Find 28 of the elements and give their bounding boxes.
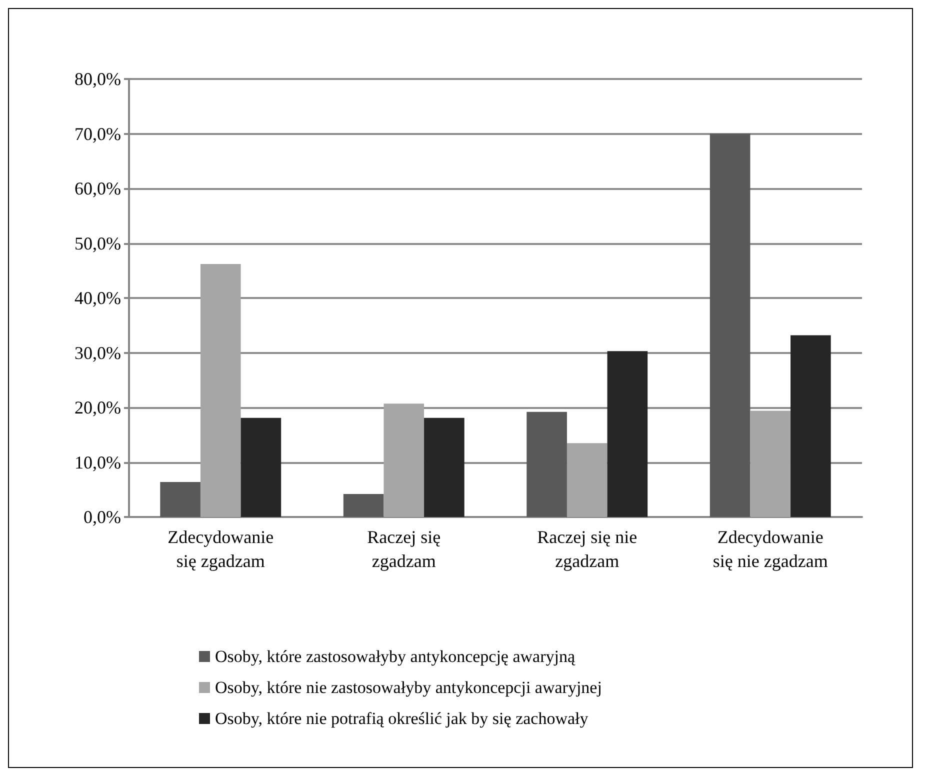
legend-label: Osoby, które zastosowałyby antykoncepcję awaryjną: [215, 647, 576, 666]
x-tick-label: Raczej się zgadzam: [367, 527, 441, 571]
x-tick-label: Raczej się nie zgadzam: [537, 527, 638, 571]
bar: [200, 264, 241, 517]
bar: [240, 418, 282, 517]
y-tick-label: 40,0%: [74, 288, 121, 308]
y-tick-label: 0,0%: [84, 507, 121, 527]
x-tick-label: Zdecydowanie się nie zgadzam: [712, 527, 828, 571]
bar: [384, 404, 424, 517]
y-tick-label: 80,0%: [74, 69, 121, 89]
y-tick-label: 10,0%: [74, 452, 121, 472]
bar: [750, 410, 791, 517]
y-tick-label: 50,0%: [74, 233, 121, 254]
y-tick-label: 70,0%: [74, 124, 121, 144]
bar: [424, 418, 464, 517]
bar: [160, 482, 200, 517]
legend-label: Osoby, które nie zastosowałyby antykoncepcji awaryjnej: [215, 678, 602, 697]
y-tick-label: 30,0%: [74, 342, 121, 363]
bar: [710, 134, 750, 517]
bar: [343, 494, 384, 517]
bar: [566, 443, 608, 517]
legend-label: Osoby, które nie potrafią określić jak by się zachowały: [215, 709, 589, 728]
y-tick-label: 20,0%: [74, 398, 121, 418]
y-tick-label: 60,0%: [74, 178, 121, 198]
bar: [790, 335, 831, 517]
x-tick-label: Zdecydowanie się zgadzam: [168, 527, 274, 571]
bar: [607, 351, 648, 517]
bar: [526, 412, 567, 517]
